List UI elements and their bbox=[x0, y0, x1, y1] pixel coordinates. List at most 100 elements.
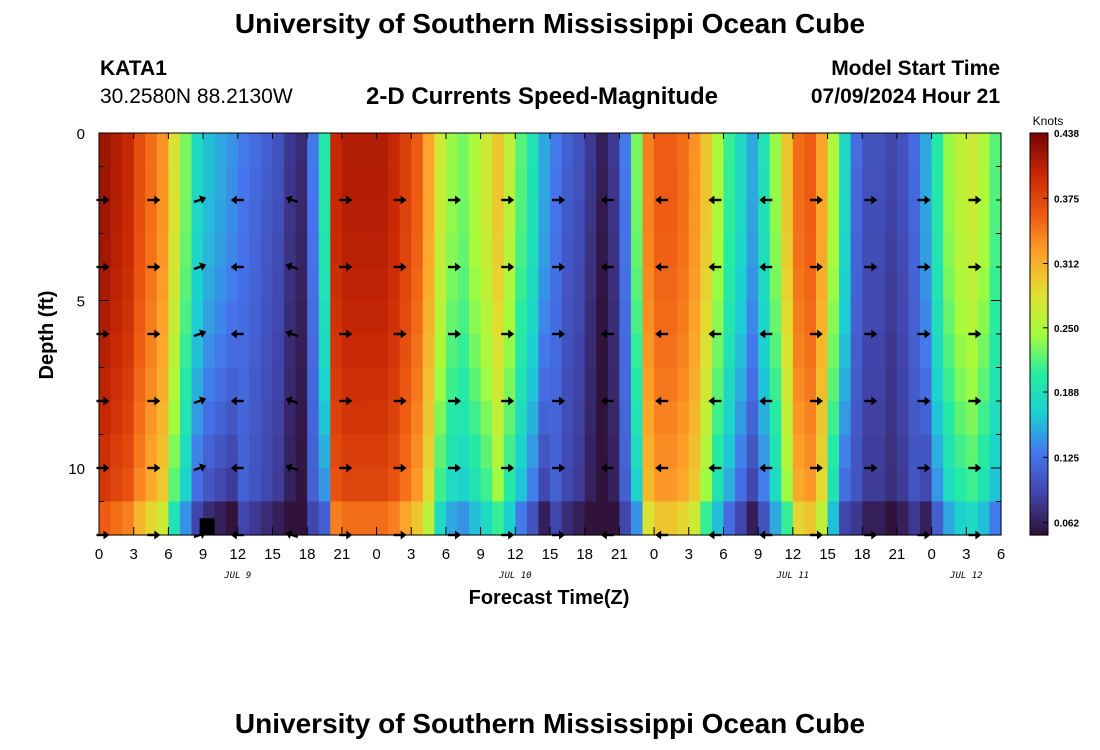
heatmap-cell bbox=[341, 200, 355, 235]
heatmap-cell bbox=[307, 200, 320, 235]
colorbar-band bbox=[1030, 223, 1048, 228]
heatmap-cell bbox=[561, 133, 574, 168]
heatmap-cell bbox=[526, 133, 540, 168]
heatmap-cell bbox=[642, 434, 655, 469]
heatmap-cell bbox=[284, 200, 297, 235]
heatmap-cell bbox=[307, 267, 320, 302]
colorbar-band bbox=[1030, 323, 1048, 328]
heatmap-cell bbox=[827, 233, 840, 268]
current-vector-arrow bbox=[193, 195, 207, 204]
heatmap-cell bbox=[272, 401, 285, 436]
heatmap-cell bbox=[908, 233, 921, 268]
heatmap-cell bbox=[573, 233, 586, 268]
heatmap-cell bbox=[295, 434, 308, 469]
heatmap-cell bbox=[226, 200, 239, 235]
heatmap-cell bbox=[469, 133, 482, 168]
heatmap-cell bbox=[492, 233, 505, 268]
colorbar-band bbox=[1030, 193, 1048, 198]
heatmap-cell bbox=[272, 233, 285, 268]
current-vector-arrow bbox=[917, 195, 931, 205]
colorbar-band bbox=[1030, 253, 1048, 258]
heatmap-cell bbox=[873, 233, 886, 268]
heatmap-cell bbox=[226, 468, 239, 503]
heatmap-cell bbox=[607, 233, 620, 268]
heatmap-cell bbox=[145, 233, 158, 268]
heatmap-cell bbox=[977, 267, 991, 302]
y-tick-label: 0 bbox=[77, 126, 85, 143]
current-vector-arrow bbox=[552, 329, 566, 339]
heatmap-cell bbox=[515, 401, 528, 436]
heatmap-cell bbox=[885, 200, 898, 235]
heatmap-cell bbox=[168, 367, 181, 402]
heatmap-cell bbox=[214, 200, 227, 235]
heatmap-cell bbox=[723, 367, 736, 402]
heatmap-cell bbox=[989, 468, 1002, 503]
heatmap-cell bbox=[388, 468, 401, 503]
heatmap-cell bbox=[399, 434, 412, 469]
heatmap-cell bbox=[341, 367, 355, 402]
heatmap-cell bbox=[156, 334, 169, 369]
heatmap-cell bbox=[179, 233, 193, 268]
heatmap-cell bbox=[237, 434, 250, 469]
current-vector-arrow bbox=[285, 262, 299, 271]
heatmap-cell bbox=[781, 334, 794, 369]
heatmap-cell bbox=[122, 133, 135, 168]
heatmap-cell bbox=[746, 468, 759, 503]
heatmap-cell bbox=[295, 367, 308, 402]
heatmap-cell bbox=[792, 133, 806, 168]
heatmap-cell bbox=[445, 434, 459, 469]
heatmap-cell bbox=[388, 334, 401, 369]
colorbar-band bbox=[1030, 494, 1048, 499]
heatmap-cell bbox=[792, 267, 806, 302]
heatmap-cell bbox=[457, 501, 470, 536]
heatmap-cell bbox=[214, 233, 227, 268]
heatmap-cell bbox=[214, 334, 227, 369]
heatmap-cell bbox=[908, 334, 921, 369]
heatmap-cell bbox=[249, 367, 262, 402]
heatmap-cell bbox=[503, 200, 516, 235]
heatmap-cell bbox=[815, 233, 829, 268]
heatmap-cell bbox=[550, 401, 563, 436]
heatmap-cell bbox=[815, 434, 829, 469]
heatmap-cell bbox=[480, 233, 493, 268]
heatmap-cell bbox=[145, 401, 158, 436]
heatmap-cell bbox=[249, 468, 262, 503]
heatmap-cell bbox=[295, 334, 308, 369]
heatmap-cell bbox=[376, 367, 389, 402]
x-tick-label: 12 bbox=[785, 546, 802, 563]
colorbar-band bbox=[1030, 444, 1048, 449]
heatmap-cell bbox=[943, 200, 956, 235]
heatmap-cell bbox=[862, 468, 875, 503]
heatmap-cell bbox=[688, 434, 701, 469]
heatmap-cell bbox=[179, 133, 193, 168]
heatmap-cell bbox=[896, 401, 910, 436]
heatmap-cell bbox=[122, 401, 135, 436]
heatmap-cell bbox=[237, 367, 250, 402]
colorbar-band bbox=[1030, 441, 1048, 446]
heatmap-cell bbox=[515, 233, 528, 268]
heatmap-cell bbox=[596, 401, 609, 436]
heatmap-cell bbox=[862, 267, 875, 302]
heatmap-cell bbox=[977, 233, 991, 268]
current-vector-arrow bbox=[393, 463, 407, 473]
heatmap-cell bbox=[665, 501, 678, 536]
heatmap-cell bbox=[203, 468, 216, 503]
heatmap-cell bbox=[665, 200, 678, 235]
heatmap-cell bbox=[133, 468, 146, 503]
heatmap-cell bbox=[353, 133, 366, 168]
heatmap-cell bbox=[677, 401, 690, 436]
colorbar-band bbox=[1030, 189, 1048, 194]
heatmap-cell bbox=[561, 200, 574, 235]
heatmap-cell bbox=[792, 401, 806, 436]
heatmap-cell bbox=[827, 133, 840, 168]
heatmap-cell bbox=[954, 401, 967, 436]
heatmap-cell bbox=[445, 300, 459, 335]
heatmap-cell bbox=[411, 133, 424, 168]
colorbar-band bbox=[1030, 501, 1048, 506]
heatmap-cell bbox=[804, 200, 817, 235]
heatmap-cell bbox=[943, 367, 956, 402]
heatmap-cell bbox=[896, 133, 910, 168]
heatmap-cell bbox=[434, 200, 447, 235]
heatmap-cell bbox=[630, 133, 644, 168]
heatmap-cell bbox=[226, 133, 239, 168]
